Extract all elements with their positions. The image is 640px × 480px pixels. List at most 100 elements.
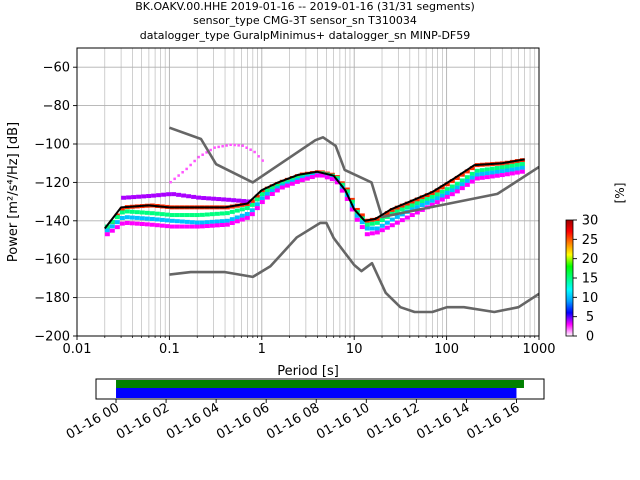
psd-cell [234,219,240,224]
psd-cell [474,168,480,173]
psd-cell [179,219,185,224]
title-line-1: BK.OAKV.00.HHE 2019-01-16 -- 2019-01-16 … [135,0,475,13]
psd-cell [329,177,335,182]
psd-cell [139,216,145,221]
psd-cell [469,166,475,171]
y-tick-label: −80 [43,99,70,114]
psd-cell [144,210,150,215]
psd-cell [269,189,275,194]
psd-cell [209,219,215,224]
psd-cell [269,186,275,191]
psd-cell [354,207,360,212]
psd-cell [449,192,455,197]
psd-cell [384,220,390,225]
psd-cell [414,201,420,206]
psd-cell [359,225,365,230]
psd-cell [469,175,475,180]
psd-cell [429,198,435,203]
psd-cell [156,193,162,198]
psd-cell [304,176,310,181]
psd-cell [364,226,370,231]
psd-cell [206,196,212,201]
psd-cell [269,192,275,197]
psd-cell [389,207,395,212]
psd-cell [514,166,520,171]
psd-cell [429,202,435,207]
psd-cell [259,196,265,201]
psd-cell [241,199,247,204]
psd-cell [504,168,510,173]
psd-cell [394,209,400,214]
psd-cell [439,185,445,190]
psd-outlier-cell [257,155,260,158]
psd-cell [259,192,265,197]
x-axis-ticks: 0.01 0.1 1 10 100 1000 [63,336,556,357]
x-tick-label: 1 [258,342,266,357]
psd-cell [464,169,470,174]
psd-cell [254,194,260,199]
psd-cell [289,181,295,186]
psd-cell [414,210,420,215]
psd-cell [474,172,480,177]
psd-cell [484,167,490,172]
psd-outlier-cell [241,144,244,147]
y-tick-label: −180 [34,291,70,306]
timeline-bars [116,380,524,398]
psd-cell [454,175,460,180]
psd-cell [124,215,130,220]
x-tick-label: 1000 [522,342,555,357]
y-tick-label: −120 [34,176,70,191]
psd-cell [204,220,210,225]
psd-cell [504,172,510,177]
psd-cell [479,171,485,176]
psd-cell [414,205,420,210]
psd-cell [164,218,170,223]
psd-cell [449,179,455,184]
psd-cell [199,224,205,229]
psd-cell [399,218,405,223]
psd-cell [204,224,210,229]
psd-cell [439,189,445,194]
psd-cell [234,208,240,213]
psd-cell [514,170,520,175]
psd-cell [464,179,470,184]
psd-cell [119,216,125,221]
psd-cell [236,198,242,203]
title-line-2: sensor_type CMG-3T sensor_sn T310034 [193,14,417,27]
x-tick-label: 0.01 [63,342,92,357]
psd-cell [459,182,465,187]
psd-cell [224,222,230,227]
psd-cell [509,171,515,176]
psd-cell [209,223,215,228]
psd-cell [214,219,220,224]
psd-outlier-cell [193,159,196,163]
x-tick-label: 100 [434,342,459,357]
psd-cell [249,202,255,207]
psd-cell [364,222,370,227]
y-tick-label: −160 [34,253,70,268]
psd-outlier-cell [173,177,176,181]
psd-cell [126,195,132,200]
psd-cell [384,225,390,230]
colorbar-tick-label: 0 [586,330,594,345]
psd-outlier-cell [205,151,208,154]
psd-cell [404,205,410,210]
psd-cell [479,175,485,180]
timeline-bar [116,388,517,398]
psd-cell [309,175,315,180]
psd-outlier-cell [209,148,212,152]
psd-cell [254,197,260,202]
psd-cell [474,176,480,181]
psd-cell [164,224,170,229]
colorbar-ticks: 0 5 10 15 20 25 30 [573,214,598,345]
psd-cell [274,186,280,191]
psd-cell [374,226,380,231]
psd-cell [119,210,125,215]
psd-cell [374,220,380,225]
psd-cell [141,194,147,199]
psd-cell [204,212,210,217]
psd-cell [221,197,227,202]
psd-outlier-cell [261,159,264,162]
psd-cell [129,221,135,226]
